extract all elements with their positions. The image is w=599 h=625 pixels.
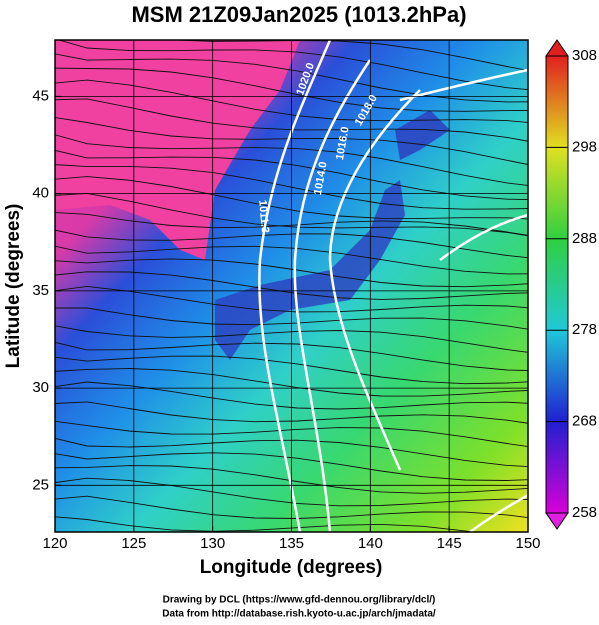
streamline <box>55 401 528 424</box>
streamline <box>55 341 528 371</box>
streamline <box>55 192 528 237</box>
y-tick-label: 25 <box>32 476 49 493</box>
streamline <box>55 307 528 330</box>
colorbar-tick-label: 278 <box>572 321 597 338</box>
colorbar-tick-label: 258 <box>572 504 597 521</box>
x-tick-label: 150 <box>515 535 540 552</box>
x-tick-label: 145 <box>437 535 462 552</box>
streamline <box>55 67 528 112</box>
streamline <box>55 477 528 507</box>
streamline <box>55 164 528 210</box>
credit-line: Drawing by DCL (https://www.gfd-dennou.o… <box>163 595 436 606</box>
streamline <box>55 212 528 236</box>
streamline <box>55 53 528 103</box>
x-tick-label: 125 <box>121 535 146 552</box>
hokkaido-land <box>395 110 450 160</box>
x-axis-label: Longitude (degrees) <box>200 557 383 578</box>
streamline <box>57 40 528 91</box>
streamline <box>55 149 528 201</box>
y-axis-label: Latitude (degrees) <box>3 204 24 369</box>
streamline <box>55 98 528 142</box>
japan-land <box>215 180 405 360</box>
streamline <box>55 355 528 385</box>
colorbar-tick-label: 288 <box>572 230 597 247</box>
streamline <box>55 271 528 300</box>
x-tick-label: 140 <box>358 535 383 552</box>
x-tick-label: 130 <box>200 535 225 552</box>
cold-land <box>55 40 300 260</box>
colorbar-max-arrow <box>545 39 569 57</box>
contour-label: 1011.3 <box>256 199 271 233</box>
isobars <box>258 40 528 532</box>
field <box>55 40 528 532</box>
streamline <box>55 516 476 532</box>
streamline <box>55 381 528 410</box>
streamline <box>55 325 528 353</box>
streamline <box>55 420 528 448</box>
streamline <box>55 437 528 468</box>
colorbar <box>545 55 569 514</box>
streamline <box>55 452 528 481</box>
streamline <box>55 134 528 186</box>
y-tick-label: 40 <box>32 185 49 202</box>
streamline <box>55 465 528 494</box>
x-tick-label: 135 <box>279 535 304 552</box>
contour-label: 1014.0 <box>312 161 330 196</box>
streamline <box>55 176 528 220</box>
colorbar-tick-label: 298 <box>572 138 597 155</box>
colorbar-tick-label: 268 <box>572 413 597 430</box>
credit-line: Data from http://database.rish.kyoto-u.a… <box>162 609 436 620</box>
grid <box>55 40 528 532</box>
streamline <box>55 117 528 165</box>
y-tick-label: 45 <box>32 87 49 104</box>
colorbar-tick-label: 308 <box>572 47 597 64</box>
y-tick-label: 35 <box>32 282 49 299</box>
streamline <box>55 258 528 288</box>
contour-label: 1016.0 <box>334 126 352 161</box>
map-title: MSM 21Z09Jan2025 (1013.2hPa) <box>131 2 466 27</box>
y-tick-label: 30 <box>32 379 49 396</box>
streamline <box>55 368 528 397</box>
x-tick-label: 120 <box>42 535 67 552</box>
colorbar-min-arrow <box>545 512 569 530</box>
